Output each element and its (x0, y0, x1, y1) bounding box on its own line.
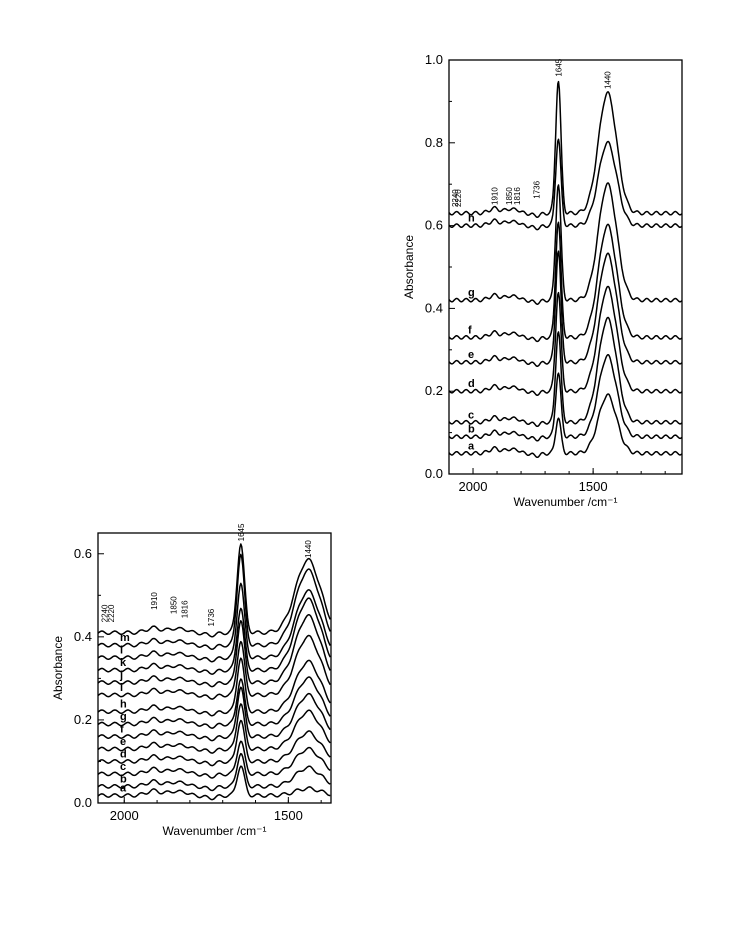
peak-label: 1816 (181, 600, 190, 618)
spectrum-curve (448, 182, 683, 305)
y-tick-label: 0.2 (425, 383, 443, 398)
x-tick-label: 1500 (579, 479, 608, 494)
peak-label: 1910 (491, 187, 500, 205)
spectrum-curve (448, 353, 683, 442)
peak-label: 2240 (451, 189, 460, 207)
peak-label: 1816 (513, 187, 522, 205)
x-axis-title: Wavenumber /cm⁻¹ (163, 824, 267, 838)
spectrum-curve (97, 613, 331, 688)
spectrum-curve (97, 676, 331, 729)
peak-label: 1910 (150, 592, 159, 610)
peak-label: 2240 (101, 604, 110, 622)
curve-label: c (468, 409, 474, 421)
spectrum-curve (97, 719, 331, 767)
curve-label: f (120, 724, 124, 736)
spectrum-curve (97, 703, 331, 754)
y-tick-label: 0.6 (74, 546, 92, 561)
peak-label: 1440 (604, 71, 613, 89)
x-tick-label: 2000 (110, 808, 139, 823)
spectrum-curve (97, 582, 331, 663)
peak-label: 1645 (554, 58, 563, 76)
y-tick-label: 0.0 (425, 466, 443, 481)
curve-label: g (120, 711, 127, 723)
peak-label: 1645 (237, 523, 246, 541)
peak-label: 1850 (169, 596, 178, 614)
curve-label: a (120, 783, 127, 795)
y-tick-label: 0.2 (74, 712, 92, 727)
peak-label: 1736 (207, 608, 216, 626)
spectrum-curve (97, 597, 331, 675)
peak-label: 1736 (532, 180, 541, 198)
spectrum-curve (448, 138, 683, 231)
y-axis-title: Absorbance (51, 636, 65, 700)
curve-label: m (120, 632, 130, 644)
curve-label: d (120, 748, 127, 760)
x-tick-label: 2000 (459, 479, 488, 494)
curve-label: i (120, 682, 123, 694)
spectrum-curve (97, 765, 331, 801)
curve-label: j (119, 670, 123, 682)
curve-label: b (120, 773, 127, 785)
plot-frame (97, 532, 332, 804)
spectrum-curve (97, 657, 331, 717)
spectrum-curve (448, 250, 683, 368)
peak-label: 1440 (304, 540, 313, 558)
curve-label: d (468, 378, 475, 390)
spectrum-curve (97, 553, 331, 650)
spectrum-curve (448, 316, 683, 428)
spectrum-curve (97, 686, 331, 742)
spectrum-curve (448, 221, 683, 343)
y-tick-label: 0.4 (425, 300, 443, 315)
curve-label: e (120, 736, 126, 748)
y-tick-label: 1.0 (425, 52, 443, 67)
curve-label: f (468, 324, 472, 336)
curve-label: g (468, 287, 475, 299)
y-tick-label: 0.6 (425, 218, 443, 233)
spectrum-curve (97, 740, 331, 779)
curve-label: h (120, 699, 127, 711)
x-tick-label: 1500 (274, 808, 303, 823)
y-tick-label: 0.8 (425, 135, 443, 150)
peak-label: 1850 (505, 187, 514, 205)
plot-area-bottom: 0.0 0.2 0.4 0.6 2000 1500 Wavenumber /cm⁻¹ Abso… (51, 523, 332, 838)
curve-label: k (120, 657, 127, 669)
curve-label: b (468, 424, 475, 436)
peak-label: 2220 (107, 604, 116, 622)
peak-label: 2220 (454, 189, 463, 207)
spectrum-curve (97, 634, 331, 700)
curve-label: e (468, 349, 474, 361)
spectrum-curve (97, 752, 331, 792)
curve-label: c (120, 761, 126, 773)
curve-label: a (468, 440, 475, 452)
spectrum-curve (97, 543, 331, 638)
y-tick-label: 0.0 (74, 795, 92, 810)
curve-label: h (468, 213, 475, 225)
y-axis-title: Absorbance (402, 235, 416, 299)
spectrum-curve (448, 393, 683, 459)
spectrum-curve (448, 80, 683, 218)
y-tick-label: 0.4 (74, 629, 92, 644)
spectrum-curve (448, 285, 683, 396)
curve-label: l (120, 645, 123, 657)
x-axis-title: Wavenumber /cm⁻¹ (514, 495, 618, 509)
